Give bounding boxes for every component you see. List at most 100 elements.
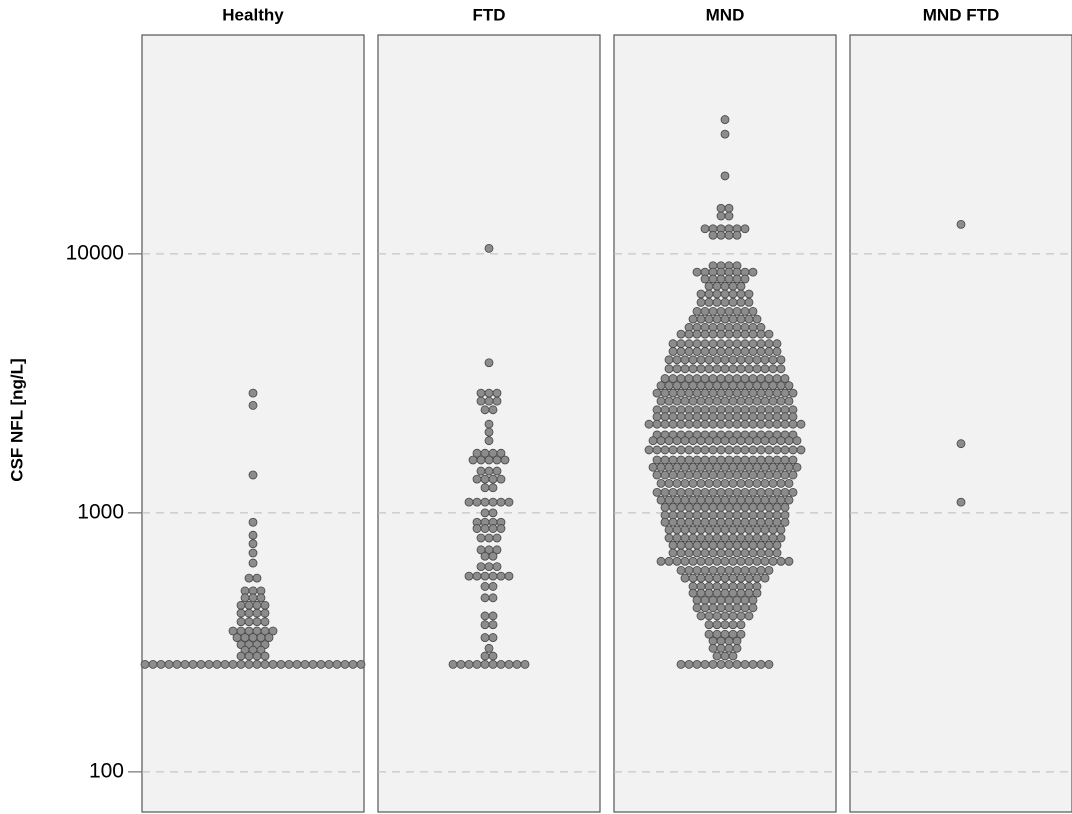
dot	[480, 497, 490, 507]
y-axis-label: CSF NFL [ng/L]	[7, 358, 26, 481]
dot	[672, 462, 682, 472]
dot	[696, 556, 706, 566]
dot	[784, 556, 794, 566]
dot	[684, 470, 694, 480]
dot	[736, 478, 746, 488]
dot	[704, 355, 714, 365]
dot	[664, 381, 674, 391]
dot	[700, 419, 710, 429]
dot	[688, 462, 698, 472]
dot	[768, 462, 778, 472]
dot	[348, 660, 358, 669]
dot	[244, 651, 254, 661]
dot	[668, 487, 678, 497]
dot	[748, 455, 758, 465]
dot	[756, 565, 766, 575]
dot	[772, 517, 782, 527]
dot	[688, 573, 698, 583]
dot	[692, 445, 702, 455]
dot	[248, 593, 258, 603]
dot	[760, 396, 770, 406]
dot	[716, 445, 726, 455]
dot	[700, 445, 710, 455]
dot	[752, 478, 762, 488]
dot	[244, 608, 254, 618]
dot	[488, 497, 498, 507]
dot	[760, 556, 770, 566]
dot	[716, 595, 726, 605]
dot	[476, 533, 486, 543]
dot	[736, 281, 746, 291]
dot	[740, 595, 750, 605]
dot	[716, 603, 726, 613]
dot	[756, 455, 766, 465]
dot	[676, 419, 686, 429]
dot	[488, 593, 498, 603]
dot	[684, 455, 694, 465]
dot	[776, 381, 786, 391]
dot	[748, 329, 758, 339]
dot	[736, 611, 746, 621]
dot	[720, 381, 730, 391]
dot	[692, 548, 702, 558]
dot	[780, 374, 790, 383]
dot	[736, 462, 746, 472]
dot	[704, 289, 714, 299]
dot	[716, 347, 726, 356]
dot	[260, 651, 270, 661]
panel-title: MND FTD	[923, 5, 999, 24]
dot	[716, 412, 726, 422]
dot	[752, 525, 762, 535]
dot	[492, 388, 502, 398]
dot	[464, 497, 474, 507]
dot	[748, 388, 758, 398]
dot	[764, 660, 774, 669]
dot	[676, 412, 686, 422]
panel	[141, 34, 365, 813]
dot	[740, 565, 750, 575]
dot	[248, 548, 258, 558]
dot	[700, 517, 710, 527]
dot	[768, 381, 778, 391]
dot	[708, 339, 718, 349]
dot	[788, 455, 798, 465]
dot	[356, 660, 366, 669]
dot	[752, 588, 762, 598]
dot	[484, 388, 494, 398]
dot	[776, 478, 786, 488]
dot	[248, 530, 258, 540]
dot	[672, 533, 682, 543]
dot	[764, 455, 774, 465]
dot	[752, 436, 762, 446]
dot	[732, 565, 742, 575]
dot	[716, 565, 726, 575]
dot	[792, 436, 802, 446]
dot	[712, 314, 722, 324]
dot	[676, 470, 686, 480]
dot	[668, 548, 678, 558]
dot	[688, 314, 698, 324]
dot	[724, 470, 734, 480]
dot	[684, 565, 694, 575]
dot	[652, 487, 662, 497]
dot	[700, 388, 710, 398]
dot	[692, 388, 702, 398]
dot	[692, 517, 702, 527]
dot	[748, 267, 758, 277]
dot	[724, 455, 734, 465]
dot	[732, 445, 742, 455]
dot	[700, 540, 710, 550]
dot	[476, 562, 486, 572]
dot	[712, 478, 722, 488]
dot	[480, 611, 490, 621]
dot	[252, 573, 262, 583]
dot	[684, 540, 694, 550]
dot	[744, 355, 754, 365]
dot	[660, 517, 670, 527]
dot	[276, 660, 286, 669]
dot	[700, 548, 710, 558]
dot	[664, 396, 674, 406]
dot	[244, 617, 254, 627]
dot	[704, 556, 714, 566]
